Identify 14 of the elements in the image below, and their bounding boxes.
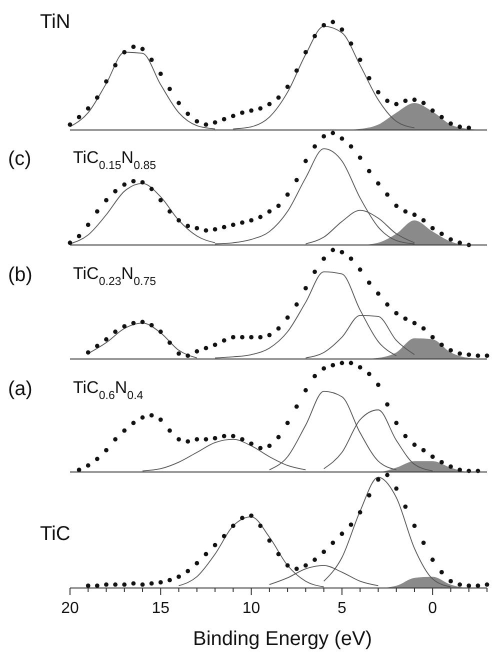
text: (c) xyxy=(8,148,32,170)
text: TiC$_{0.15}$N$_{0.85}$ xyxy=(73,148,156,172)
text: TiC$_{0.23}$N$_{0.75}$ xyxy=(73,264,156,288)
text: TiC xyxy=(40,523,70,545)
chart-title: TiN xyxy=(40,11,70,33)
x-tick-label: 5 xyxy=(338,600,347,617)
x-axis-title: Binding Energy (eV) xyxy=(193,628,372,650)
x-tick-label: 20 xyxy=(61,600,79,617)
x-tick-label: 15 xyxy=(152,600,170,617)
text: (b) xyxy=(8,264,32,286)
x-tick-label: 0 xyxy=(428,600,438,617)
x-tick-label: 10 xyxy=(242,600,260,617)
text: (a) xyxy=(8,378,32,400)
text: TiC$_{0.6}$N$_{0.4}$ xyxy=(73,378,144,402)
